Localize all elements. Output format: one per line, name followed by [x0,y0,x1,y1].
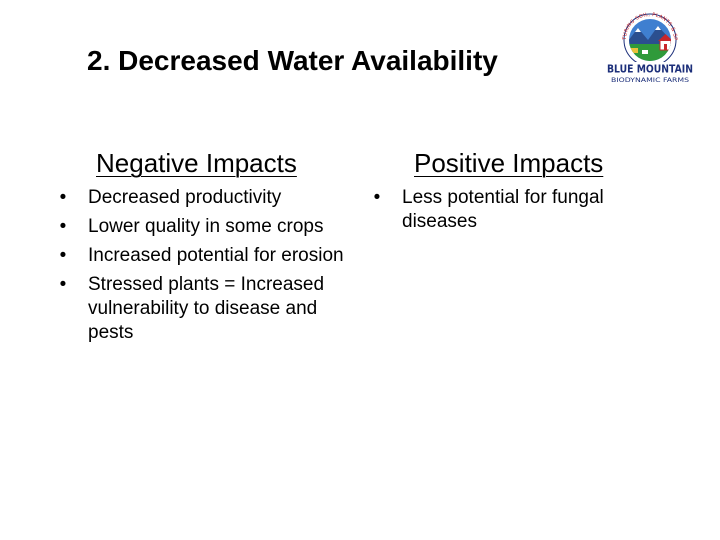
bullet-icon: • [59,274,67,295]
svg-text:BLUE MOUNTAIN: BLUE MOUNTAIN [607,64,693,76]
bullet-icon: • [59,216,67,237]
bullet-icon: • [59,245,67,266]
logo-graphic: NURTURING SOIL, PLANTS & SPIRIT BLUE MOU… [599,8,694,84]
list-item-text: Less potential for fungal diseases [402,187,604,232]
list-item: • Increased potential for erosion [56,244,356,268]
list-item: • Lower quality in some crops [56,215,356,239]
list-item-text: Increased potential for erosion [88,245,344,266]
list-item: • Less potential for fungal diseases [370,186,630,234]
blue-mountain-logo: NURTURING SOIL, PLANTS & SPIRIT BLUE MOU… [599,8,698,86]
negative-impacts-list: • Decreased productivity • Lower quality… [56,186,356,350]
positive-impacts-heading: Positive Impacts [414,148,604,178]
slide-title: 2. Decreased Water Availability [87,45,498,76]
list-item: • Decreased productivity [56,186,356,210]
negative-impacts-heading: Negative Impacts [96,148,297,178]
list-item-text: Lower quality in some crops [88,216,324,237]
list-item-text: Decreased productivity [88,187,282,208]
svg-text:BIODYNAMIC FARMS: BIODYNAMIC FARMS [611,76,689,84]
bullet-icon: • [373,187,381,208]
list-item: • Stressed plants = Increased vulnerabil… [56,273,356,345]
bullet-icon: • [59,187,67,208]
positive-impacts-list: • Less potential for fungal diseases [370,186,630,239]
list-item-text: Stressed plants = Increased vulnerabilit… [88,274,325,343]
